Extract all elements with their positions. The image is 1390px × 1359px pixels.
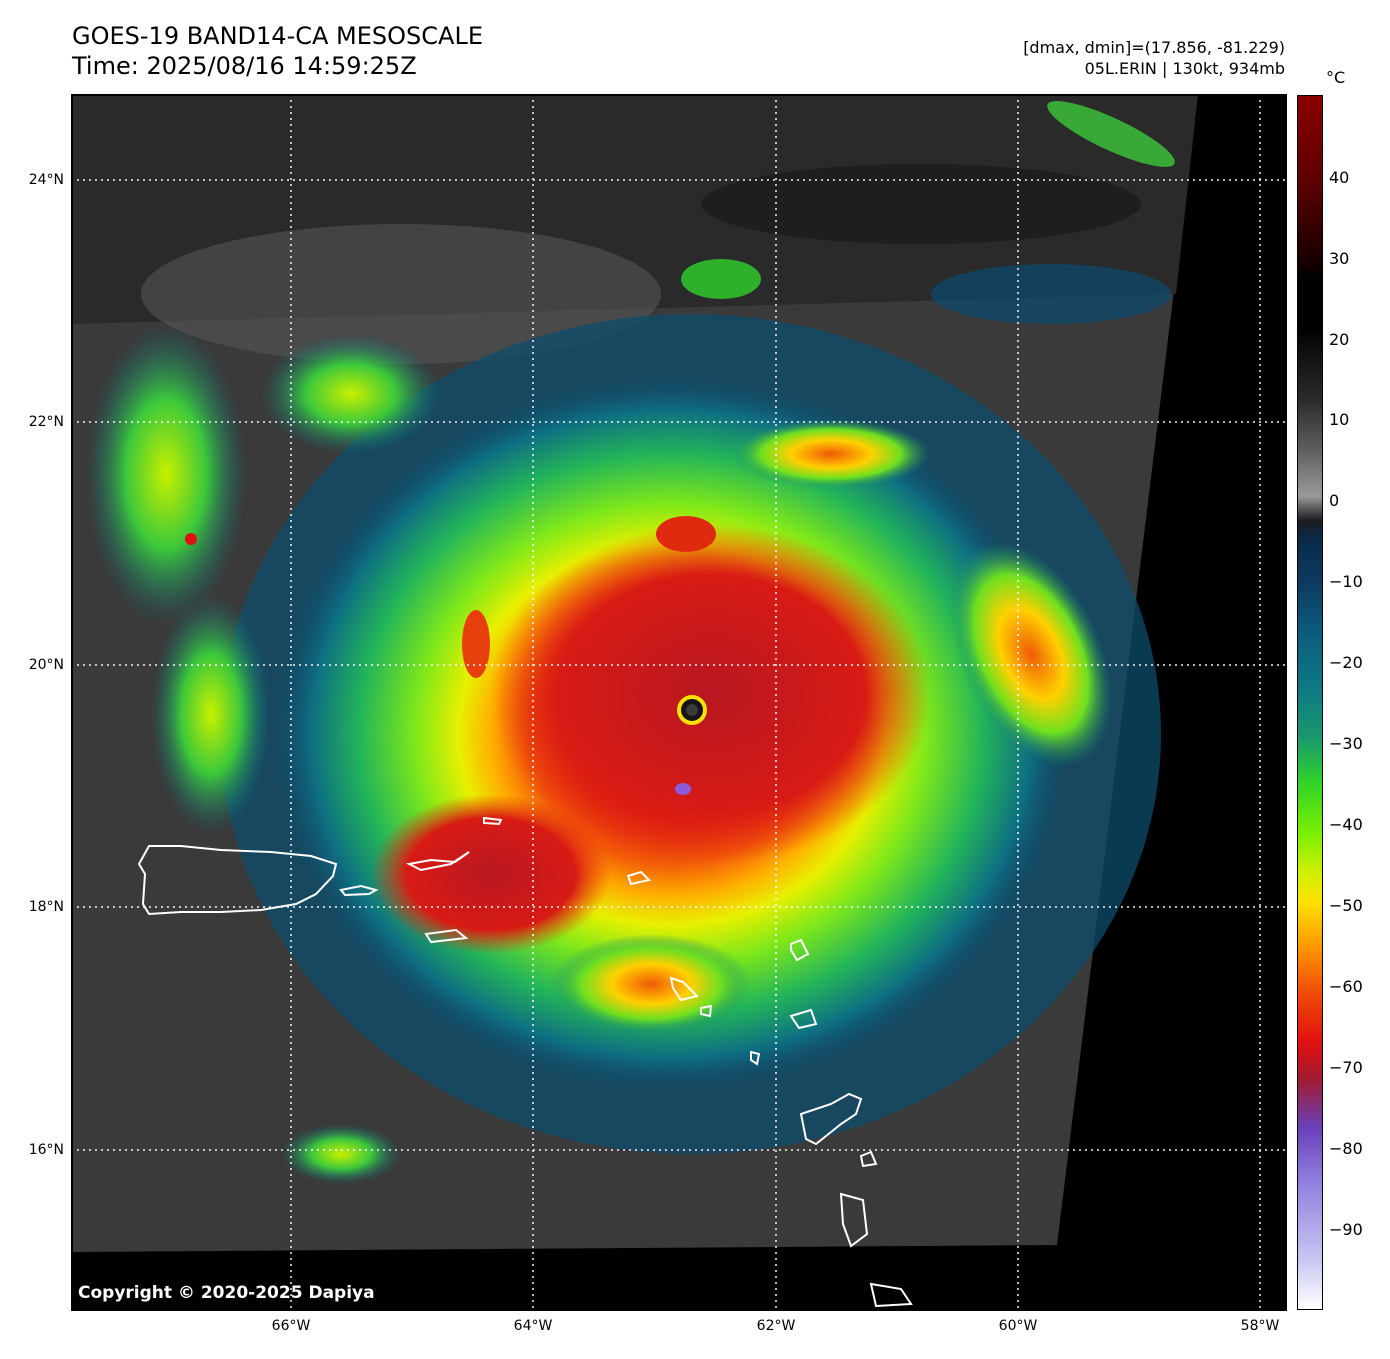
- colorbar-tick: −10: [1329, 572, 1363, 591]
- colorbar-tick: 10: [1329, 410, 1350, 429]
- temperature-range-info: [dmax, dmin]=(17.856, -81.229): [1023, 38, 1285, 57]
- colorbar-tick: −40: [1329, 815, 1363, 834]
- lat-label-16n: 16°N: [28, 1142, 64, 1158]
- colorbar-tick: −90: [1329, 1220, 1363, 1239]
- observation-time: Time: 2025/08/16 14:59:25Z: [72, 52, 417, 80]
- map-title: GOES-19 BAND14-CA MESOSCALE: [72, 22, 483, 50]
- colorbar-tick: 30: [1329, 249, 1350, 268]
- colorbar-tick: 40: [1329, 168, 1350, 187]
- colorbar-tick: −20: [1329, 653, 1363, 672]
- colorbar-tick: −80: [1329, 1139, 1363, 1158]
- lat-label-22n: 22°N: [28, 414, 64, 430]
- colorbar-tick: −50: [1329, 896, 1363, 915]
- storm-info: 05L.ERIN | 130kt, 934mb: [1084, 59, 1285, 78]
- colorbar: [1297, 95, 1323, 1310]
- colorbar-tick: 20: [1329, 330, 1350, 349]
- colorbar-tick: 0: [1329, 491, 1340, 510]
- colorbar-tick: −60: [1329, 977, 1363, 996]
- lat-label-18n: 18°N: [28, 899, 64, 915]
- lon-label-66w: 66°W: [271, 1318, 311, 1334]
- colorbar-tick: −30: [1329, 734, 1363, 753]
- colorbar-unit: °C: [1326, 68, 1346, 87]
- satellite-map: [71, 94, 1287, 1311]
- copyright-notice: Copyright © 2020-2025 Dapiya: [78, 1283, 375, 1303]
- colorbar-tick: −70: [1329, 1058, 1363, 1077]
- lon-label-58w: 58°W: [1240, 1318, 1280, 1334]
- lat-label-24n: 24°N: [28, 172, 64, 188]
- lon-label-62w: 62°W: [756, 1318, 796, 1334]
- lon-label-64w: 64°W: [513, 1318, 553, 1334]
- lat-label-20n: 20°N: [28, 657, 64, 673]
- lon-label-60w: 60°W: [998, 1318, 1038, 1334]
